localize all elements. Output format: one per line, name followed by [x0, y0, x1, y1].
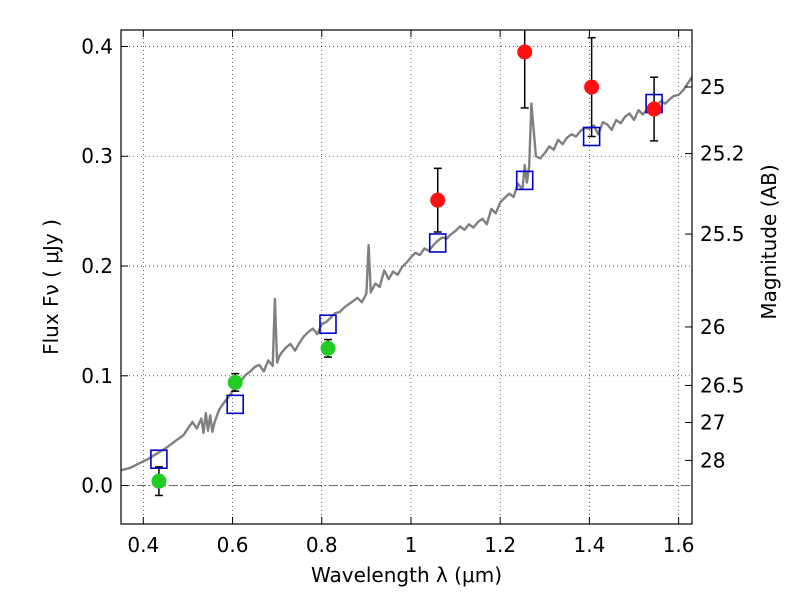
x-tick-label: 1.4 — [573, 533, 605, 557]
plot-area — [121, 30, 692, 497]
data-point-marker — [430, 192, 446, 208]
model-square-marker — [515, 170, 534, 191]
x-axis: 0.4 0.6 0.8 1 1.2 1.4 1.6 — [127, 30, 695, 557]
y-tick-label: 0.2 — [81, 254, 113, 278]
data-point-marker — [646, 101, 662, 117]
y-tick-label: 0.3 — [81, 144, 113, 168]
data-point-marker — [151, 473, 167, 489]
y-axis-label: Flux Fν ( μJy ) — [39, 219, 63, 355]
right-tick-label: 26.5 — [700, 373, 745, 397]
x-tick-label: 1 — [405, 533, 418, 557]
right-tick-label: 25.2 — [700, 142, 745, 166]
right-tick-label: 27 — [700, 410, 725, 434]
right-axis: 25 25.2 25.5 26 26.5 27 28 — [685, 75, 745, 472]
data-point-marker — [584, 79, 600, 95]
model-square-marker — [319, 314, 337, 335]
right-tick-label: 25 — [700, 75, 725, 99]
x-tick-label: 0.4 — [127, 533, 159, 557]
y-tick-label: 0.4 — [81, 34, 113, 58]
x-axis-label: Wavelength λ (μm) — [311, 563, 502, 587]
right-tick-label: 26 — [700, 315, 725, 339]
x-tick-label: 0.6 — [217, 533, 249, 557]
plot-frame — [120, 29, 693, 525]
right-axis-label: Magnitude (AB) — [757, 164, 781, 319]
x-tick-label: 1.6 — [663, 533, 695, 557]
y-axis: 0.0 0.1 0.2 0.3 0.4 — [81, 34, 128, 498]
x-tick-label: 0.8 — [306, 533, 338, 557]
data-point-marker — [517, 44, 533, 60]
model-square-marker — [150, 449, 168, 470]
right-tick-label: 28 — [700, 448, 725, 472]
model-square-marker — [582, 126, 601, 147]
data-point-marker — [320, 340, 336, 356]
y-tick-label: 0.1 — [81, 364, 113, 388]
model-square-marker — [428, 233, 447, 253]
model-square-marker — [226, 394, 244, 415]
x-tick-label: 1.2 — [484, 533, 516, 557]
plot-clip-group — [121, 30, 692, 497]
y-tick-label: 0.0 — [81, 474, 113, 498]
right-tick-label: 25.5 — [700, 222, 745, 246]
data-point-marker — [227, 374, 243, 390]
